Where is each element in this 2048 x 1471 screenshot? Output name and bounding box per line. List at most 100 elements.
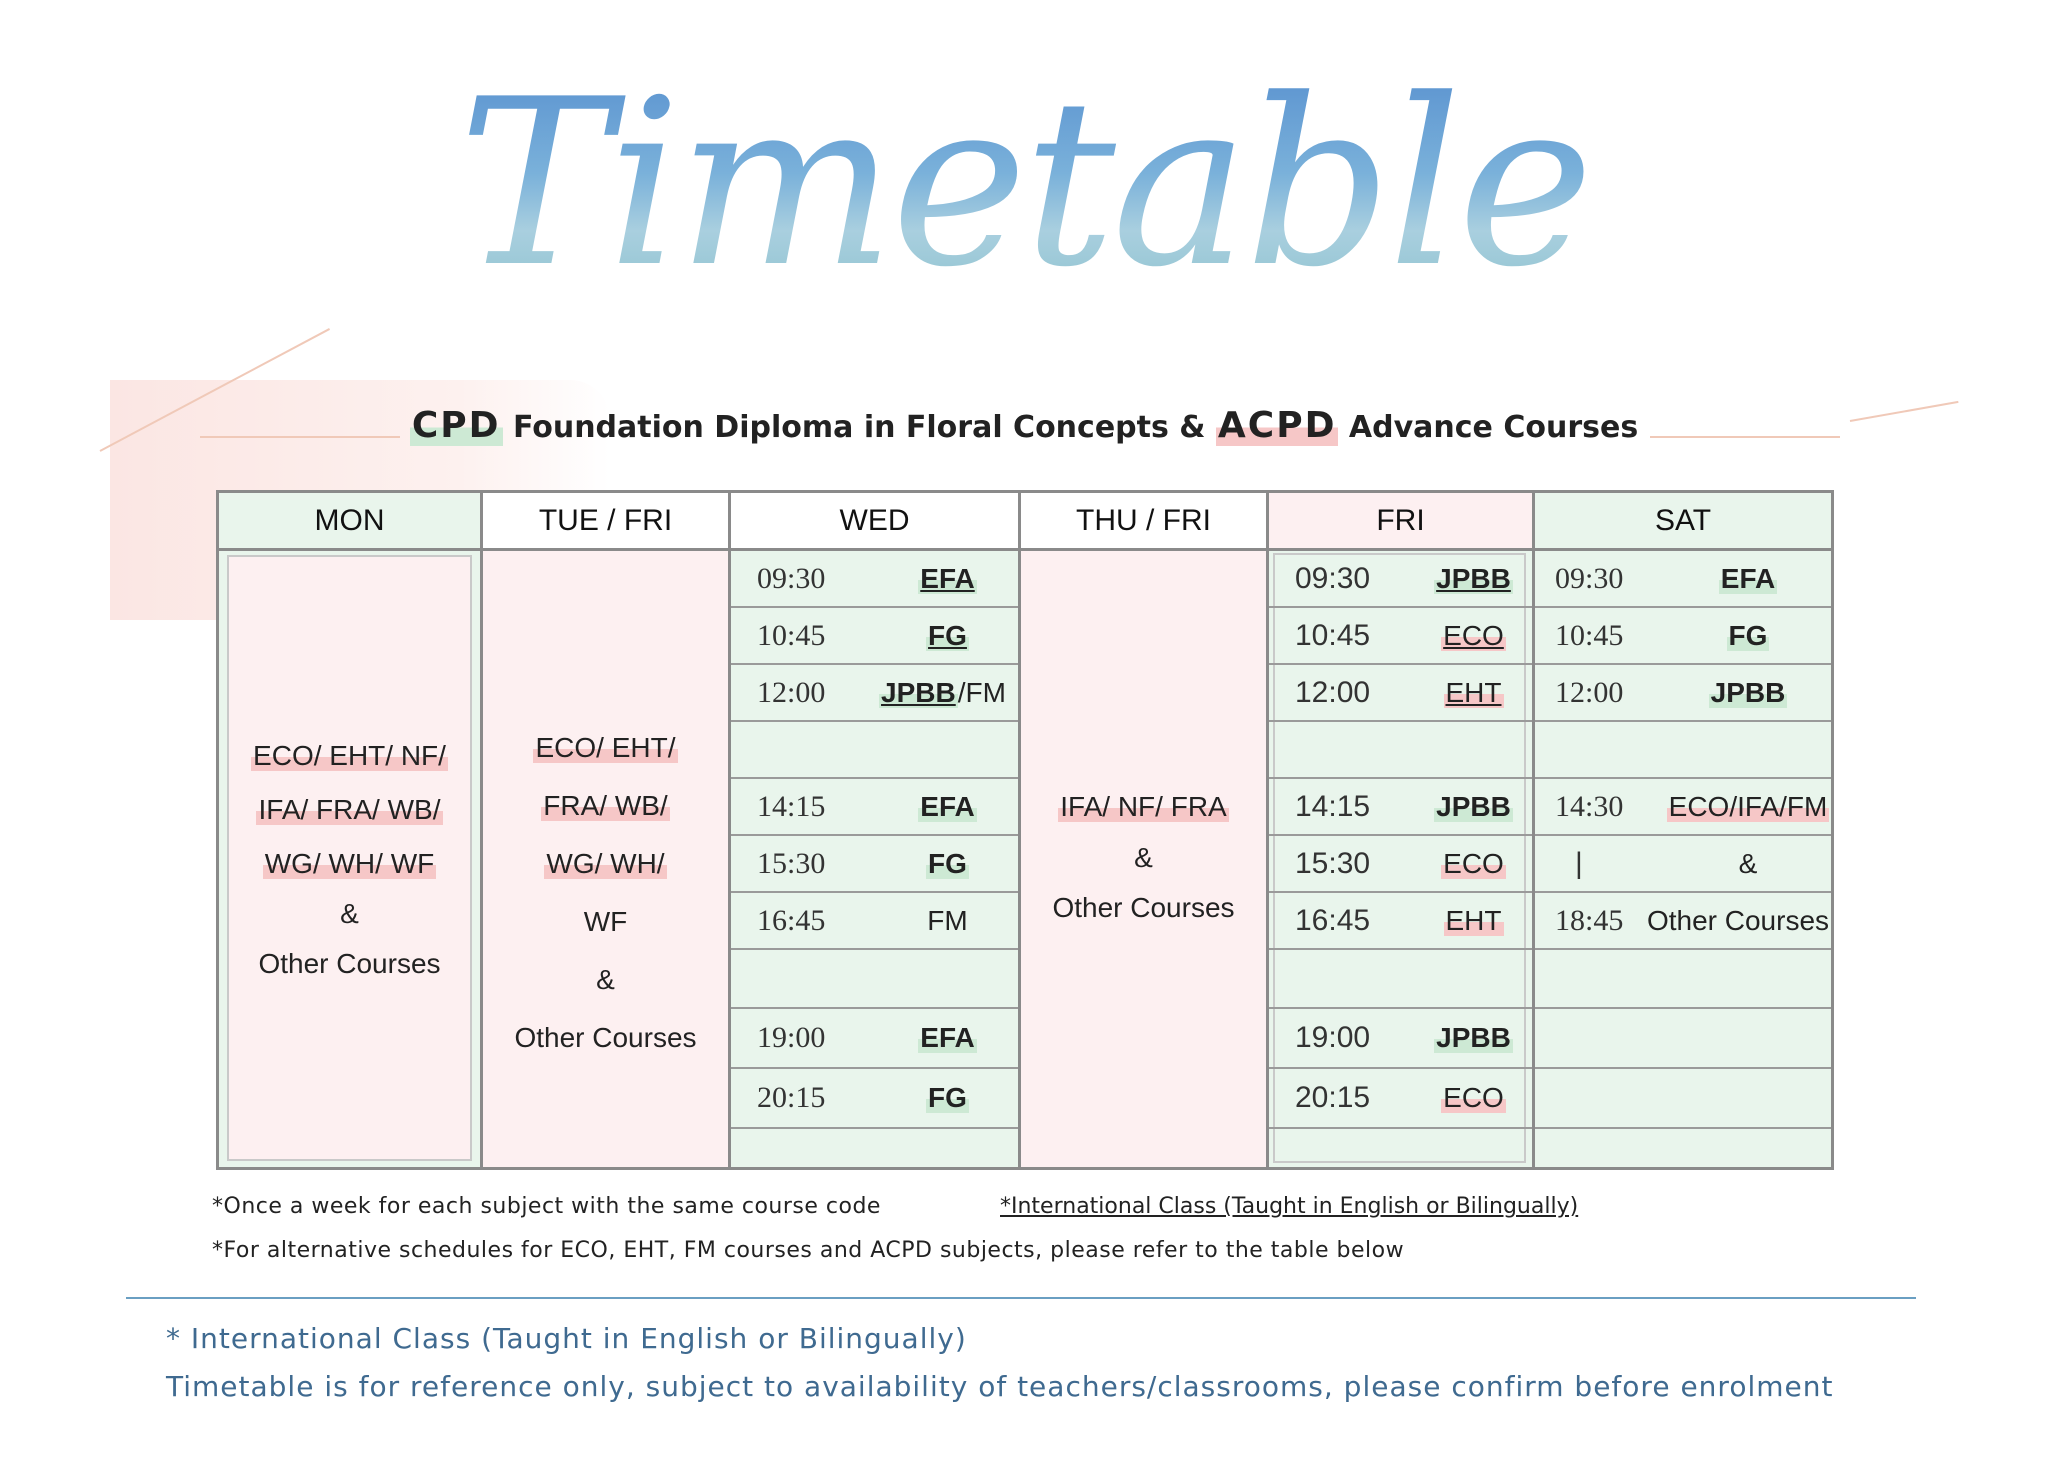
sat-code: & (1738, 847, 1758, 879)
note-alternative-schedules: *For alternative schedules for ECO, EHT,… (212, 1238, 1405, 1263)
sat-row: 14:30 ECO/IFA/FM (1535, 779, 1831, 836)
mon-line-3: WG/ WH/ WF (262, 848, 437, 879)
sat-row-empty (1535, 722, 1831, 779)
fri-row: 14:15 JPBB (1269, 779, 1532, 836)
note-once-a-week: *Once a week for each subject with the s… (212, 1194, 881, 1219)
footer-divider (126, 1297, 1916, 1299)
wed-time: 19:00 (757, 1021, 826, 1054)
fri-row-empty (1269, 950, 1532, 1009)
wed-time: 10:45 (757, 618, 826, 652)
wed-row-empty (731, 722, 1018, 779)
cpd-label: CPD (409, 405, 503, 446)
fri-time: 20:15 (1295, 1081, 1371, 1114)
column-wed: WED 09:30 EFA 10:45 FG 12:00 JPBB/FM 14:15 E… (731, 493, 1021, 1167)
wed-code: EFA (918, 562, 977, 594)
wed-row: 15:30 FG (731, 836, 1018, 893)
wed-time: 20:15 (757, 1081, 826, 1114)
sat-row: | & (1535, 836, 1831, 893)
header-tue-fri: TUE / FRI (483, 493, 728, 551)
sat-time: | (1575, 846, 1583, 880)
fri-row-empty (1269, 722, 1532, 779)
wed-code: FG (926, 619, 969, 651)
footer-reference-disclaimer: Timetable is for reference only, subject… (166, 1370, 1834, 1403)
header-sat: SAT (1535, 493, 1831, 551)
thu-line-1: IFA/ NF/ FRA (1058, 791, 1229, 822)
sat-code: FG (1726, 619, 1770, 651)
wed-row: 19:00 EFA (731, 1009, 1018, 1069)
sat-code: EFA (1718, 562, 1778, 594)
fri-code: JPBB (1434, 1022, 1513, 1053)
mon-courses: ECO/ EHT/ NF/ IFA/ FRA/ WB/ WG/ WH/ WF &… (219, 729, 480, 991)
mon-line-1: ECO/ EHT/ NF/ (251, 740, 448, 771)
column-thu-fri: THU / FRI IFA/ NF/ FRA & Other Courses (1021, 493, 1269, 1167)
thu-line-3: Other Courses (1052, 892, 1235, 923)
fri-row: 16:45 EHT (1269, 893, 1532, 950)
tue-line-5: & (596, 964, 615, 995)
fri-code: ECO (1441, 619, 1506, 651)
fri-row: 12:00 EHT (1269, 665, 1532, 722)
thu-line-2: & (1134, 842, 1153, 873)
header-thu-fri: THU / FRI (1021, 493, 1266, 551)
sat-row-empty (1535, 950, 1831, 1009)
fri-time: 14:15 (1295, 789, 1371, 823)
header-wed: WED (731, 493, 1018, 551)
fri-row: 09:30 JPBB (1269, 551, 1532, 608)
wed-time: 16:45 (757, 903, 826, 937)
wed-row: 12:00 JPBB/FM (731, 665, 1018, 722)
wed-row: 16:45 FM (731, 893, 1018, 950)
sat-code: Other Courses (1646, 904, 1830, 936)
wed-row-empty (731, 950, 1018, 1009)
fri-time: 10:45 (1295, 618, 1371, 652)
fri-rows: 09:30 JPBB 10:45 ECO 12:00 EHT 14:15 JPBB 15… (1269, 551, 1532, 1167)
wed-row: 09:30 EFA (731, 551, 1018, 608)
wed-time: 15:30 (757, 846, 826, 880)
fri-code: ECO (1441, 847, 1506, 879)
wed-code: EFA (918, 790, 977, 822)
sat-row-empty (1535, 1009, 1831, 1069)
page-title: Timetable (0, 70, 2048, 300)
fri-time: 19:00 (1295, 1021, 1371, 1054)
sat-row: 12:00 JPBB (1535, 665, 1831, 722)
column-sat: SAT 09:30 EFA 10:45 FG 12:00 JPBB 14:30 ECO/… (1535, 493, 1831, 1167)
wed-time: 12:00 (757, 675, 826, 709)
fri-code: ECO (1441, 1082, 1506, 1113)
thu-courses: IFA/ NF/ FRA & Other Courses (1021, 781, 1266, 933)
foundation-label: Foundation Diploma in Floral Concepts & (512, 410, 1206, 445)
column-tue-fri: TUE / FRI ECO/ EHT/ FRA/ WB/ WG/ WH/ WF … (483, 493, 731, 1167)
tue-line-4: WF (583, 906, 628, 937)
sat-rows: 09:30 EFA 10:45 FG 12:00 JPBB 14:30 ECO/IFA/… (1535, 551, 1831, 1167)
fri-code: JPBB (1434, 562, 1513, 594)
advance-label: Advance Courses (1348, 410, 1639, 445)
fri-row: 15:30 ECO (1269, 836, 1532, 893)
mon-line-4: & (340, 898, 359, 929)
column-fri: FRI 09:30 JPBB 10:45 ECO 12:00 EHT 14:15 JPB… (1269, 493, 1535, 1167)
fri-time: 12:00 (1295, 675, 1371, 709)
mon-line-5: Other Courses (258, 948, 441, 979)
timetable-grid: MON ECO/ EHT/ NF/ IFA/ FRA/ WB/ WG/ WH/ … (216, 490, 1834, 1170)
wed-code: FG (926, 847, 969, 879)
wed-row: 14:15 EFA (731, 779, 1018, 836)
note-international-class: *International Class (Taught in English … (1000, 1194, 1579, 1219)
fri-time: 16:45 (1295, 903, 1371, 937)
wed-row: 10:45 FG (731, 608, 1018, 665)
tue-courses: ECO/ EHT/ FRA/ WB/ WG/ WH/ WF & Other Co… (483, 719, 728, 1067)
sat-code: ECO/IFA/FM (1666, 790, 1830, 822)
tue-line-6: Other Courses (514, 1022, 697, 1053)
sat-row: 09:30 EFA (1535, 551, 1831, 608)
tue-line-1: ECO/ EHT/ (533, 732, 678, 763)
wed-code: JPBB (879, 676, 958, 708)
tue-line-3: WG/ WH/ (544, 848, 667, 879)
decor-line-left (200, 436, 400, 438)
footer-international-class: * International Class (Taught in English… (166, 1322, 967, 1355)
mon-line-2: IFA/ FRA/ WB/ (256, 794, 443, 825)
fri-inner-panel (1273, 553, 1526, 1163)
sat-row: 10:45 FG (1535, 608, 1831, 665)
wed-code: FG (926, 1082, 969, 1113)
tue-line-2: FRA/ WB/ (541, 790, 670, 821)
sat-time: 14:30 (1555, 789, 1624, 823)
sat-row-empty (1535, 1069, 1831, 1129)
wed-rows: 09:30 EFA 10:45 FG 12:00 JPBB/FM 14:15 EFA 1… (731, 551, 1018, 1167)
wed-time: 09:30 (757, 561, 826, 595)
fri-row: 19:00 JPBB (1269, 1009, 1532, 1069)
column-mon: MON ECO/ EHT/ NF/ IFA/ FRA/ WB/ WG/ WH/ … (219, 493, 483, 1167)
